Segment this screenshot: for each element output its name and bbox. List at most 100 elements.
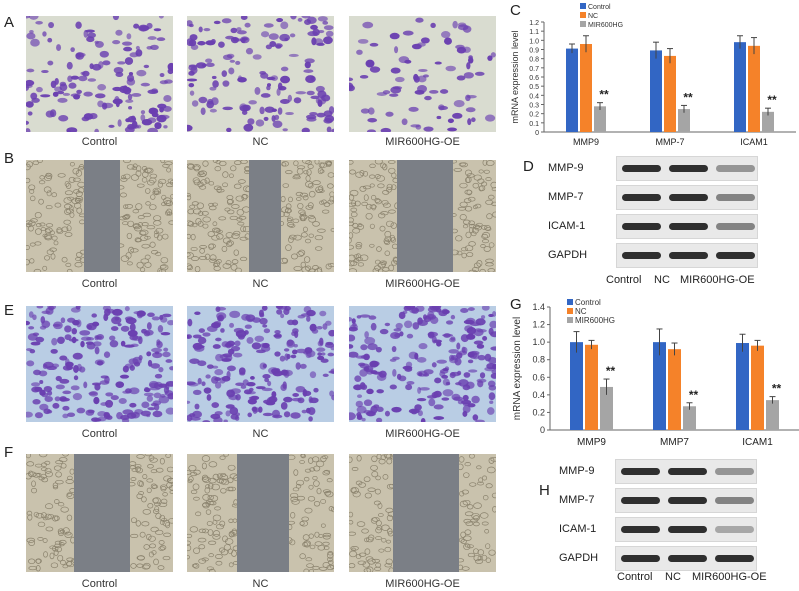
blot-band: [668, 554, 707, 562]
chart-g-bar-mir600hg: [766, 400, 779, 430]
chart-g-category-label: MMP7: [660, 437, 689, 448]
chart-g-ytick-label: 1.4: [532, 302, 545, 312]
blot-band: [669, 193, 708, 201]
chart-g-ytick-label: 1.0: [532, 337, 545, 347]
panel-b-label: B: [4, 150, 15, 167]
chart-c-bar-control: [650, 50, 662, 132]
blot-band: [715, 554, 754, 562]
chart-g-legend-label: Control: [575, 298, 601, 307]
blot-band: [715, 467, 754, 475]
chart-c-bar-mir600hg: [594, 106, 606, 132]
scratch-photo-nc-f: [187, 454, 334, 572]
chart-c-category-label: MMP-7: [656, 137, 685, 147]
chart-c-ytick-label: 1.2: [529, 20, 539, 27]
chart-g-bar-nc: [751, 345, 764, 430]
chart-g-significance: **: [689, 388, 699, 402]
panel-a-label: A: [4, 14, 15, 31]
caption-nc-b: NC: [252, 278, 269, 290]
caption-nc-a: NC: [252, 136, 269, 148]
chart-c-bar-control: [566, 48, 578, 133]
blot-row-label: MMP-9: [548, 161, 584, 174]
chart-c-bar-nc: [748, 45, 760, 133]
blot-band: [622, 164, 661, 172]
blot-band: [668, 496, 707, 504]
blot-row-label: MMP-7: [559, 493, 595, 506]
chart-g-legend-swatch: [567, 317, 573, 323]
blot-band: [669, 164, 708, 172]
panel-e-label: E: [4, 302, 15, 319]
chart-g-legend-swatch: [567, 299, 573, 305]
blot-band: [716, 193, 755, 201]
chart-g-legend-label: NC: [575, 307, 587, 316]
panel-g-label: G: [510, 296, 522, 313]
caption-control-b: Control: [81, 278, 118, 290]
chart-c-legend-swatch: [580, 3, 586, 9]
blot-lane-label: NC: [665, 571, 681, 583]
chart-c-ytick-label: 0.8: [529, 57, 539, 64]
chart-c-ytick-label: 0.1: [529, 121, 539, 128]
blot-row-label: GAPDH: [559, 551, 599, 564]
chart-c-bar-mir600hg: [762, 111, 774, 132]
chart-g-significance: **: [772, 382, 782, 396]
chart-c-ytick-label: 0.5: [529, 84, 539, 91]
chart-c-legend-label: Control: [588, 4, 611, 11]
panel-h-label: H: [539, 482, 550, 499]
chart-c-bar-control: [734, 42, 746, 132]
blot-band: [716, 251, 755, 259]
chart-c-significance: **: [767, 93, 777, 107]
chart-c-ytick-label: 1.0: [529, 38, 539, 45]
scratch-photo-control-b: [26, 160, 173, 272]
chart-c-legend-label: MIR600HG: [588, 22, 623, 29]
blot-band: [716, 222, 755, 230]
panel-d-label: D: [523, 158, 534, 175]
chart-c-ytick-label: 0.6: [529, 75, 539, 82]
chart-g-significance: **: [606, 364, 616, 378]
chart-g-bar-control: [736, 343, 749, 430]
blot-lane-label: NC: [654, 274, 670, 286]
chart-c-legend-label: NC: [588, 13, 598, 20]
transwell-photo-control-e: [26, 306, 173, 422]
scratch-photo-nc-b: [187, 160, 334, 272]
blot-band: [715, 496, 754, 504]
transwell-photo-nc-a: [187, 16, 334, 132]
chart-c-ytick-label: 0.2: [529, 112, 539, 119]
chart-c-significance: **: [683, 90, 693, 104]
caption-oe-b: MIR600HG-OE: [385, 278, 460, 290]
blot-band: [715, 525, 754, 533]
chart-c-legend-swatch: [580, 21, 586, 27]
blot-row-label: ICAM-1: [559, 522, 597, 535]
transwell-photo-nc-e: [187, 306, 334, 422]
chart-g-ytick-label: 1.2: [532, 320, 545, 330]
chart-c-ytick-label: 0.7: [529, 66, 539, 73]
caption-oe-e: MIR600HG-OE: [385, 428, 460, 440]
chart-c-legend-swatch: [580, 12, 586, 18]
chart-c-significance: **: [599, 88, 609, 102]
panel-c-label: C: [510, 2, 521, 19]
chart-c-category-label: ICAM1: [740, 137, 768, 147]
chart-g-bar-control: [570, 342, 583, 430]
chart-c-ytick-label: 0: [535, 130, 539, 137]
blot-band: [668, 525, 707, 533]
chart-c-category-label: MMP9: [573, 137, 599, 147]
scratch-photo-control-f: [26, 454, 173, 572]
blot-row-label: GAPDH: [548, 248, 588, 261]
western-blot-d: MMP-9 MMP-7 ICAM-1 GAPDH Control NC MIR600HG-O…: [540, 150, 799, 290]
panel-f-label: F: [4, 444, 14, 461]
blot-band: [668, 467, 707, 475]
western-blot-h: MMP-9 MMP-7 ICAM-1 GAPDH Control NC MIR600HG-O…: [555, 455, 799, 591]
caption-nc-e: NC: [252, 428, 269, 440]
chart-g-legend-swatch: [567, 308, 573, 314]
chart-c-bar-nc: [580, 44, 592, 132]
chart-g-ylabel: mRNA expression level: [512, 317, 523, 420]
caption-oe-a: MIR600HG-OE: [385, 136, 460, 148]
chart-c-ylabel: mRNA expression level: [510, 30, 520, 123]
caption-oe-f: MIR600HG-OE: [385, 578, 460, 590]
blot-band: [621, 554, 660, 562]
blot-band: [622, 193, 661, 201]
chart-g-bar-nc: [668, 349, 681, 430]
blot-band: [669, 222, 708, 230]
blot-row-label: ICAM-1: [548, 219, 586, 232]
blot-band: [621, 467, 660, 475]
chart-g-bar-control: [653, 342, 666, 430]
caption-control-f: Control: [81, 578, 118, 590]
